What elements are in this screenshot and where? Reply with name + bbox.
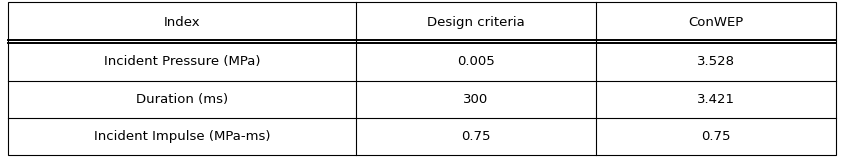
Text: 0.005: 0.005 <box>457 55 495 68</box>
Text: ConWEP: ConWEP <box>688 16 744 29</box>
Text: Incident Impulse (MPa-ms): Incident Impulse (MPa-ms) <box>94 130 270 143</box>
Text: 3.421: 3.421 <box>696 93 734 106</box>
Text: 300: 300 <box>463 93 489 106</box>
Text: Index: Index <box>164 16 200 29</box>
Text: 0.75: 0.75 <box>701 130 730 143</box>
Text: Duration (ms): Duration (ms) <box>136 93 228 106</box>
Text: Design criteria: Design criteria <box>427 16 525 29</box>
Text: 3.528: 3.528 <box>696 55 734 68</box>
Text: Incident Pressure (MPa): Incident Pressure (MPa) <box>104 55 261 68</box>
Text: 0.75: 0.75 <box>461 130 490 143</box>
